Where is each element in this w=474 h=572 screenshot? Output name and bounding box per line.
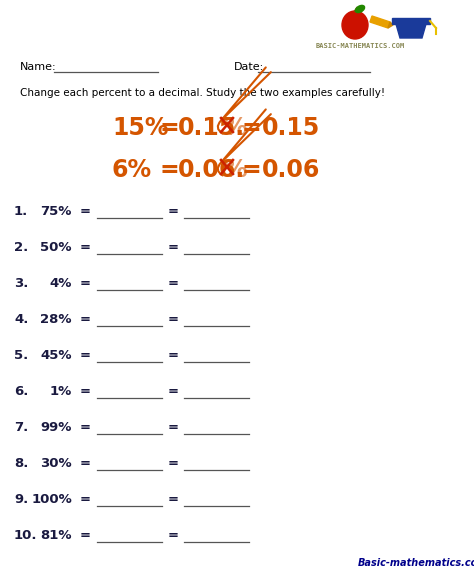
Text: 75%: 75% xyxy=(41,205,72,218)
Text: 15%: 15% xyxy=(112,116,168,140)
Ellipse shape xyxy=(356,5,365,13)
Text: =: = xyxy=(80,457,91,470)
Text: 30%: 30% xyxy=(40,457,72,470)
Text: 50%: 50% xyxy=(40,241,72,254)
Text: =: = xyxy=(80,529,91,542)
Polygon shape xyxy=(392,18,430,24)
Text: Change each percent to a decimal. Study the two examples carefully!: Change each percent to a decimal. Study … xyxy=(20,88,385,98)
Text: 3.: 3. xyxy=(14,277,28,290)
Text: 7.: 7. xyxy=(14,421,28,434)
Ellipse shape xyxy=(342,11,368,39)
Text: 99%: 99% xyxy=(41,421,72,434)
Text: 10.: 10. xyxy=(14,529,37,542)
Text: 0.15: 0.15 xyxy=(262,116,320,140)
Text: 81%: 81% xyxy=(40,529,72,542)
Text: 100%: 100% xyxy=(31,493,72,506)
Text: 4%: 4% xyxy=(50,277,72,290)
Text: =: = xyxy=(168,421,179,434)
Text: =: = xyxy=(80,277,91,290)
Text: =: = xyxy=(242,158,262,182)
Text: 0.06: 0.06 xyxy=(262,158,320,182)
Text: 28%: 28% xyxy=(40,313,72,326)
Text: 6%: 6% xyxy=(112,158,152,182)
Text: BASIC-MATHEMATICS.COM: BASIC-MATHEMATICS.COM xyxy=(316,43,405,49)
Text: =: = xyxy=(168,349,179,362)
Text: =: = xyxy=(168,529,179,542)
Text: =: = xyxy=(160,116,180,140)
Text: Basic-mathematics.com: Basic-mathematics.com xyxy=(358,558,474,568)
Text: 9.: 9. xyxy=(14,493,28,506)
Text: =: = xyxy=(160,158,180,182)
Text: %: % xyxy=(223,158,246,182)
Polygon shape xyxy=(388,22,393,28)
Text: =: = xyxy=(80,349,91,362)
Text: =: = xyxy=(168,205,179,218)
Text: =: = xyxy=(80,385,91,398)
Text: 1%: 1% xyxy=(50,385,72,398)
Text: 45%: 45% xyxy=(40,349,72,362)
Text: 4.: 4. xyxy=(14,313,28,326)
Text: =: = xyxy=(168,313,179,326)
Text: 8.: 8. xyxy=(14,457,28,470)
Text: =: = xyxy=(80,313,91,326)
Text: =: = xyxy=(80,493,91,506)
Polygon shape xyxy=(370,16,390,28)
Text: 1.: 1. xyxy=(14,205,28,218)
Text: %: % xyxy=(223,116,246,140)
Text: =: = xyxy=(168,385,179,398)
Text: 0.15.: 0.15. xyxy=(178,116,245,140)
Text: =: = xyxy=(80,421,91,434)
Text: =: = xyxy=(168,457,179,470)
Text: =: = xyxy=(242,116,262,140)
Text: 2.: 2. xyxy=(14,241,28,254)
Text: 5.: 5. xyxy=(14,349,28,362)
Text: Name:: Name: xyxy=(20,62,56,72)
Text: =: = xyxy=(168,277,179,290)
Text: =: = xyxy=(168,493,179,506)
Text: 6.: 6. xyxy=(14,385,28,398)
Text: =: = xyxy=(80,205,91,218)
Text: =: = xyxy=(168,241,179,254)
Text: Date:: Date: xyxy=(234,62,264,72)
Text: =: = xyxy=(80,241,91,254)
Polygon shape xyxy=(396,24,426,38)
Text: 0.06.: 0.06. xyxy=(178,158,245,182)
